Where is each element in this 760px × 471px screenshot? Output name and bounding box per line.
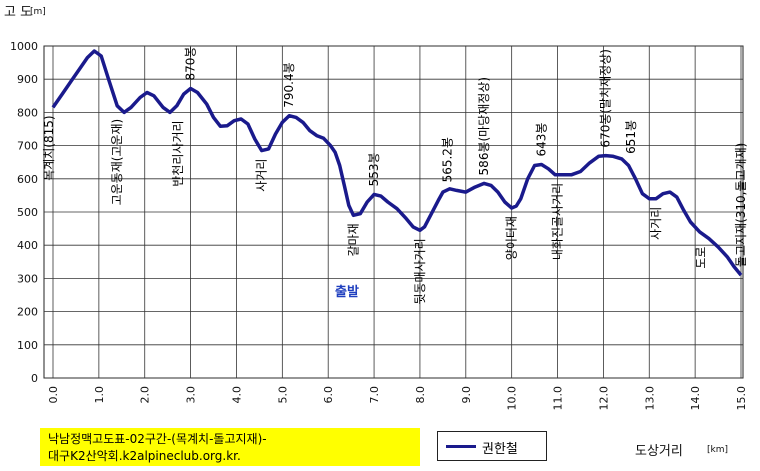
waypoint-label: 651봉 xyxy=(624,120,638,154)
waypoint-label: 사거리 xyxy=(255,159,269,192)
y-tick-label: 600 xyxy=(17,173,38,186)
waypoint-label: 565.2봉 xyxy=(440,137,454,182)
y-tick-label: 100 xyxy=(17,339,38,352)
x-tick-label: 14.0 xyxy=(689,386,702,411)
series-line-elevation xyxy=(51,49,743,277)
y-tick-label: 1000 xyxy=(10,40,38,53)
y-tick-label: 0 xyxy=(31,372,38,385)
x-tick-label: 4.0 xyxy=(230,386,243,404)
y-axis-unit: [m] xyxy=(30,7,46,17)
waypoint-label: 870봉 xyxy=(184,47,198,81)
waypoint-label: 반천리사거리 xyxy=(170,120,185,186)
y-axis-title: 고 도 xyxy=(4,5,32,20)
x-tick-label: 13.0 xyxy=(643,386,656,411)
waypoint-label: 내화진골사거리 xyxy=(551,183,565,260)
y-tick-label: 500 xyxy=(17,206,38,219)
chart-title-line-1: 낙남정맥고도표-02구간-(목계치-돌고지재)- xyxy=(48,432,267,446)
x-tick-label: 2.0 xyxy=(139,386,152,404)
x-tick-label: 8.0 xyxy=(414,386,427,404)
y-tick-label: 800 xyxy=(17,106,38,119)
x-tick-label: 0.0 xyxy=(47,386,60,404)
y-tick-label: 400 xyxy=(17,239,38,252)
waypoint-label: 790.4봉 xyxy=(282,62,296,107)
waypoint-label: 목계치(815) xyxy=(42,115,56,180)
legend-entry-label: 권한철 xyxy=(482,442,518,457)
legend-swatch xyxy=(446,445,476,448)
grid-lines xyxy=(44,45,743,379)
waypoint-label: 사거리 xyxy=(649,207,663,240)
x-tick-label: 7.0 xyxy=(368,386,381,404)
chart-title-box: 낙남정맥고도표-02구간-(목계치-돌고지재)- 대구K2산악회.k2alpin… xyxy=(40,428,420,466)
waypoint-label: 양이터재 xyxy=(505,216,519,260)
y-tick-label: 700 xyxy=(17,140,38,153)
y-tick-label: 900 xyxy=(17,73,38,86)
waypoint-label: 뒷동매사거리 xyxy=(413,238,427,304)
y-tick-label: 200 xyxy=(17,306,38,319)
x-tick-label: 3.0 xyxy=(185,386,198,404)
x-tick-label: 1.0 xyxy=(93,386,106,404)
x-tick-labels: 0.0 1.0 2.0 3.0 4.0 5.0 6.0 7.0 8.0 9.0 10.0 11.0 12… xyxy=(47,386,748,411)
x-tick-label: 15.0 xyxy=(735,386,748,411)
x-axis-unit: [km] xyxy=(707,445,728,455)
x-tick-label: 9.0 xyxy=(460,386,473,404)
x-tick-label: 6.0 xyxy=(322,386,335,404)
waypoint-label: 643봉 xyxy=(534,123,548,157)
waypoint-label: 553봉 xyxy=(367,152,381,186)
waypoint-label: 갈마재 xyxy=(346,223,360,256)
legend: 권한철 xyxy=(437,431,547,461)
x-tick-label: 5.0 xyxy=(276,386,289,404)
x-tick-label: 10.0 xyxy=(506,386,519,411)
y-tick-labels: 0 100 200 300 400 500 600 700 800 900 1000 xyxy=(10,40,38,385)
waypoint-label: 고운동재(고운재) xyxy=(110,119,124,206)
waypoint-label: 586봉(마당재정상) xyxy=(477,77,491,176)
start-marker-label: 출발 xyxy=(335,284,359,300)
chart-title-line-2: 대구K2산악회.k2alpineclub.org.kr. xyxy=(48,449,241,463)
x-tick-label: 12.0 xyxy=(597,386,610,411)
x-axis-title: 도상거리 xyxy=(635,444,683,459)
waypoint-label: 도로 xyxy=(694,247,708,269)
waypoint-label: 돌고지재(310,돌고개재) xyxy=(734,143,748,267)
y-tick-label: 300 xyxy=(17,272,38,285)
waypoint-label: 670봉(말치재정상) xyxy=(599,49,613,148)
x-tick-label: 11.0 xyxy=(552,386,565,411)
